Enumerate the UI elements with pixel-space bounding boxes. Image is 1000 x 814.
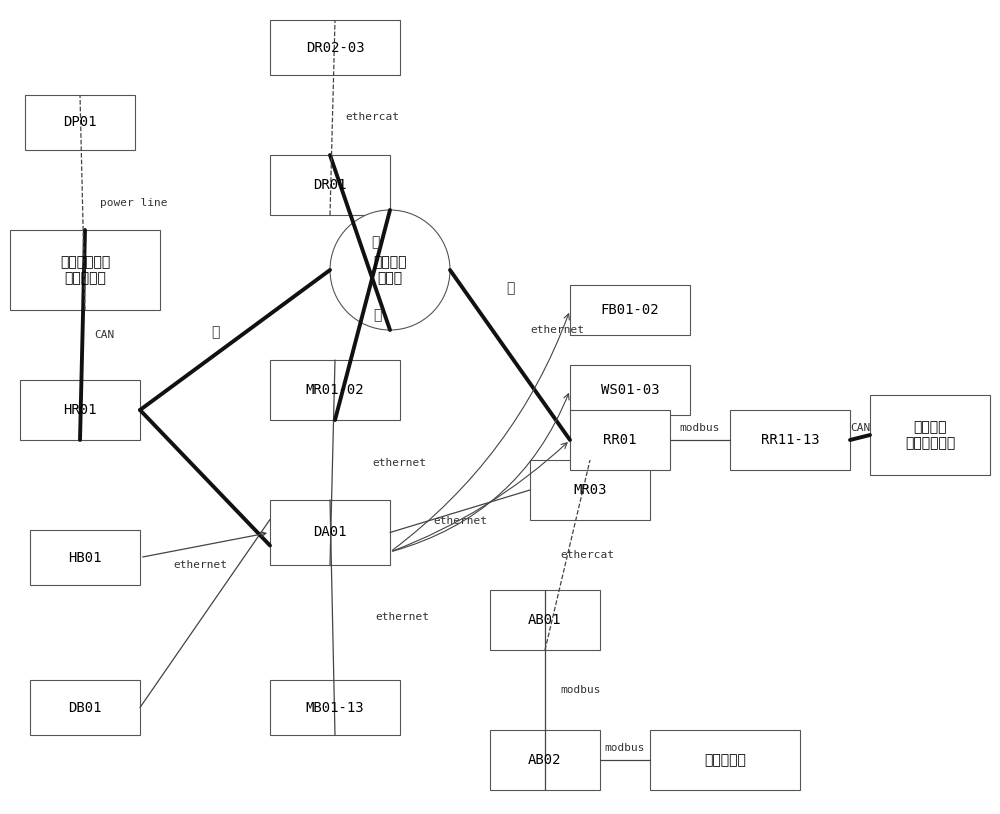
Bar — [570, 285, 690, 335]
Text: CAN: CAN — [850, 423, 870, 433]
Text: RR01: RR01 — [603, 433, 637, 447]
Text: ethernet: ethernet — [372, 457, 426, 467]
Bar — [270, 155, 390, 215]
Bar — [30, 680, 140, 735]
Text: ethernet: ethernet — [530, 325, 584, 335]
Bar — [570, 365, 690, 415]
Text: 测功机系统: 测功机系统 — [704, 753, 746, 767]
Text: 燃料电池汽车
车载传感器: 燃料电池汽车 车载传感器 — [60, 255, 110, 285]
Text: 反: 反 — [211, 325, 219, 339]
Text: modbus: modbus — [605, 743, 645, 753]
Text: MB01-13: MB01-13 — [306, 701, 364, 715]
Text: DP01: DP01 — [63, 116, 97, 129]
Text: AB02: AB02 — [528, 753, 562, 767]
Bar — [20, 380, 140, 440]
Text: AB01: AB01 — [528, 613, 562, 627]
Text: DR02-03: DR02-03 — [306, 41, 364, 55]
Bar — [270, 500, 390, 565]
Text: WS01-03: WS01-03 — [601, 383, 659, 397]
Text: 反: 反 — [371, 235, 379, 250]
Text: ethercat: ethercat — [345, 112, 399, 122]
Text: 反射内存
交换机: 反射内存 交换机 — [373, 255, 407, 285]
Text: ethercat: ethercat — [560, 550, 614, 560]
Bar — [270, 20, 400, 75]
Text: ethernet: ethernet — [375, 612, 429, 623]
Text: DR01: DR01 — [313, 178, 347, 192]
Bar — [570, 410, 670, 470]
Text: 反: 反 — [506, 281, 514, 295]
Text: modbus: modbus — [560, 685, 600, 695]
Bar — [650, 730, 800, 790]
Text: modbus: modbus — [680, 423, 720, 433]
Text: RR11-13: RR11-13 — [761, 433, 819, 447]
Text: HR01: HR01 — [63, 403, 97, 417]
Bar — [530, 460, 650, 520]
Text: HB01: HB01 — [68, 550, 102, 564]
Text: DA01: DA01 — [313, 526, 347, 540]
Text: power line: power line — [100, 198, 168, 208]
Bar — [870, 395, 990, 475]
Bar — [10, 230, 160, 310]
Text: 反: 反 — [373, 308, 382, 322]
Bar — [730, 410, 850, 470]
Bar — [490, 730, 600, 790]
Bar — [270, 360, 400, 420]
Text: ethernet: ethernet — [433, 515, 487, 526]
Text: FB01-02: FB01-02 — [601, 303, 659, 317]
Text: 附件测试
试验台传感器: 附件测试 试验台传感器 — [905, 420, 955, 450]
Circle shape — [330, 210, 450, 330]
Text: MR03: MR03 — [573, 483, 607, 497]
Text: MR01-02: MR01-02 — [306, 383, 364, 397]
Text: CAN: CAN — [94, 330, 114, 340]
Bar — [30, 530, 140, 585]
Bar — [490, 590, 600, 650]
Text: ethernet: ethernet — [173, 560, 227, 570]
Bar — [270, 680, 400, 735]
Bar — [25, 95, 135, 150]
Text: DB01: DB01 — [68, 701, 102, 715]
